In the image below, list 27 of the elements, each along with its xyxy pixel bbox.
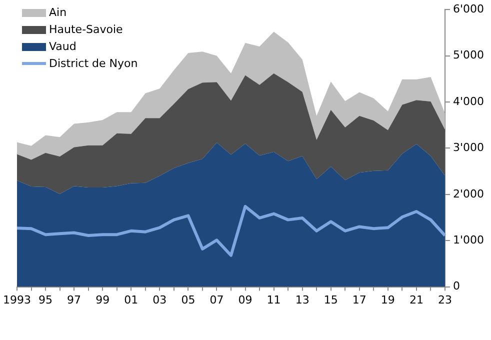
legend-label: Vaud <box>49 40 76 53</box>
y-tick-label: 2'000 <box>452 187 484 200</box>
legend-label: Haute-Savoie <box>49 23 123 36</box>
y-tick-label: 3'000 <box>452 141 484 154</box>
x-tick-label: 13 <box>295 293 310 306</box>
x-tick-label: 09 <box>238 293 252 306</box>
x-tick-label: 97 <box>67 293 82 306</box>
x-tick-label: 21 <box>409 293 424 306</box>
x-tick-label: 19 <box>380 293 395 306</box>
x-tick-label: 23 <box>438 293 452 306</box>
x-tick-label: 07 <box>210 293 224 306</box>
x-tick-label: 03 <box>152 293 167 306</box>
x-tick-label: 01 <box>124 293 138 306</box>
y-tick-label: 0 <box>452 280 460 293</box>
y-tick-label: 6'000 <box>452 2 484 16</box>
x-tick-label: 17 <box>352 293 366 306</box>
legend-label: Ain <box>49 6 67 19</box>
y-tick-label: 4'000 <box>452 94 484 108</box>
x-tick-label: 15 <box>324 293 338 306</box>
x-tick-label: 1993 <box>2 293 31 306</box>
x-tick-label: 05 <box>181 293 196 306</box>
x-tick-label: 99 <box>96 293 110 306</box>
x-tick-label: 11 <box>266 293 281 306</box>
y-tick-label: 1'000 <box>452 233 484 246</box>
y-tick-label: 5'000 <box>452 48 484 62</box>
legend-label: District de Nyon <box>49 57 138 70</box>
x-tick-label: 95 <box>38 293 53 306</box>
